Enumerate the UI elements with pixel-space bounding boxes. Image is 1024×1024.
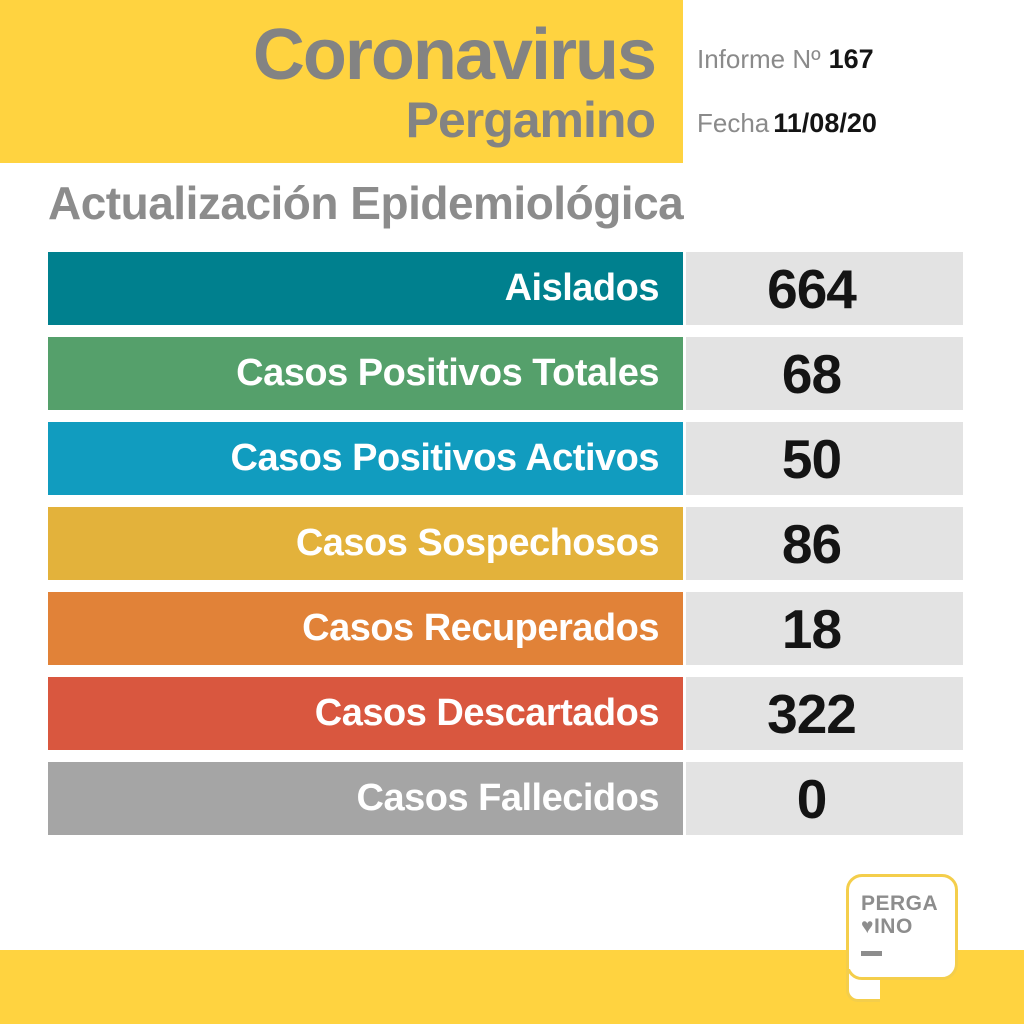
- header-title: Coronavirus: [252, 14, 657, 95]
- table-row: Casos Sospechosos 86: [48, 507, 963, 580]
- row-value-cell: 68: [686, 337, 963, 410]
- row-label: Casos Sospechosos: [295, 522, 660, 564]
- row-label-bar: Casos Positivos Totales: [48, 337, 683, 410]
- row-label-bar: Casos Descartados: [48, 677, 683, 750]
- row-label: Aislados: [504, 267, 660, 309]
- row-value: 50: [781, 427, 842, 490]
- row-label-bar: Casos Positivos Activos: [48, 422, 683, 495]
- heart-icon: ♥: [861, 914, 874, 938]
- row-value-cell: 664: [686, 252, 963, 325]
- row-value: 86: [781, 512, 842, 575]
- report-meta: Informe Nº 167 Fecha 11/08/20: [697, 44, 1017, 139]
- row-value: 322: [767, 682, 857, 745]
- row-label: Casos Descartados: [314, 692, 660, 734]
- row-value: 0: [796, 767, 828, 830]
- row-label-bar: Casos Recuperados: [48, 592, 683, 665]
- header-subtitle: Pergamino: [405, 91, 656, 148]
- row-value-cell: 322: [686, 677, 963, 750]
- logo-line2: ♥INO: [861, 914, 938, 939]
- row-value-cell: 0: [686, 762, 963, 835]
- pergamino-logo-text: PERGA ♥INO: [861, 892, 939, 939]
- table-row: Casos Recuperados 18: [48, 592, 963, 665]
- table-row: Casos Positivos Activos 50: [48, 422, 963, 495]
- row-label: Casos Positivos Activos: [230, 437, 660, 479]
- report-number-value: 167: [828, 44, 874, 74]
- table-row: Aislados 664: [48, 252, 963, 325]
- row-value-cell: 50: [686, 422, 963, 495]
- table-row: Casos Descartados 322: [48, 677, 963, 750]
- logo-underline: [861, 951, 882, 956]
- row-label: Casos Fallecidos: [356, 777, 660, 819]
- report-number-row: Informe Nº 167: [697, 44, 1017, 75]
- stats-table: Aislados 664 Casos Positivos Totales 68 …: [48, 252, 963, 847]
- table-row: Casos Fallecidos 0: [48, 762, 963, 835]
- report-date-value: 11/08/20: [773, 108, 877, 138]
- table-row: Casos Positivos Totales 68: [48, 337, 963, 410]
- row-label-bar: Casos Fallecidos: [48, 762, 683, 835]
- report-date-label: Fecha: [697, 108, 770, 138]
- row-label-bar: Casos Sospechosos: [48, 507, 683, 580]
- logo-line2-text: INO: [873, 914, 913, 938]
- row-label-bar: Aislados: [48, 252, 683, 325]
- logo-line1: PERGA: [861, 892, 939, 915]
- row-value: 18: [781, 597, 842, 660]
- row-value-cell: 18: [686, 592, 963, 665]
- header-band: Coronavirus Pergamino: [0, 0, 683, 163]
- page-title: Actualización Epidemiológica: [48, 177, 684, 229]
- row-value-cell: 86: [686, 507, 963, 580]
- row-label: Casos Recuperados: [302, 607, 659, 649]
- pergamino-logo: [846, 874, 958, 980]
- logo-tail-mask: [849, 955, 877, 969]
- row-label: Casos Positivos Totales: [236, 352, 659, 394]
- report-date-row: Fecha 11/08/20: [697, 108, 1017, 139]
- report-number-label: Informe Nº: [697, 44, 821, 74]
- row-value: 664: [767, 257, 857, 320]
- row-value: 68: [781, 342, 842, 405]
